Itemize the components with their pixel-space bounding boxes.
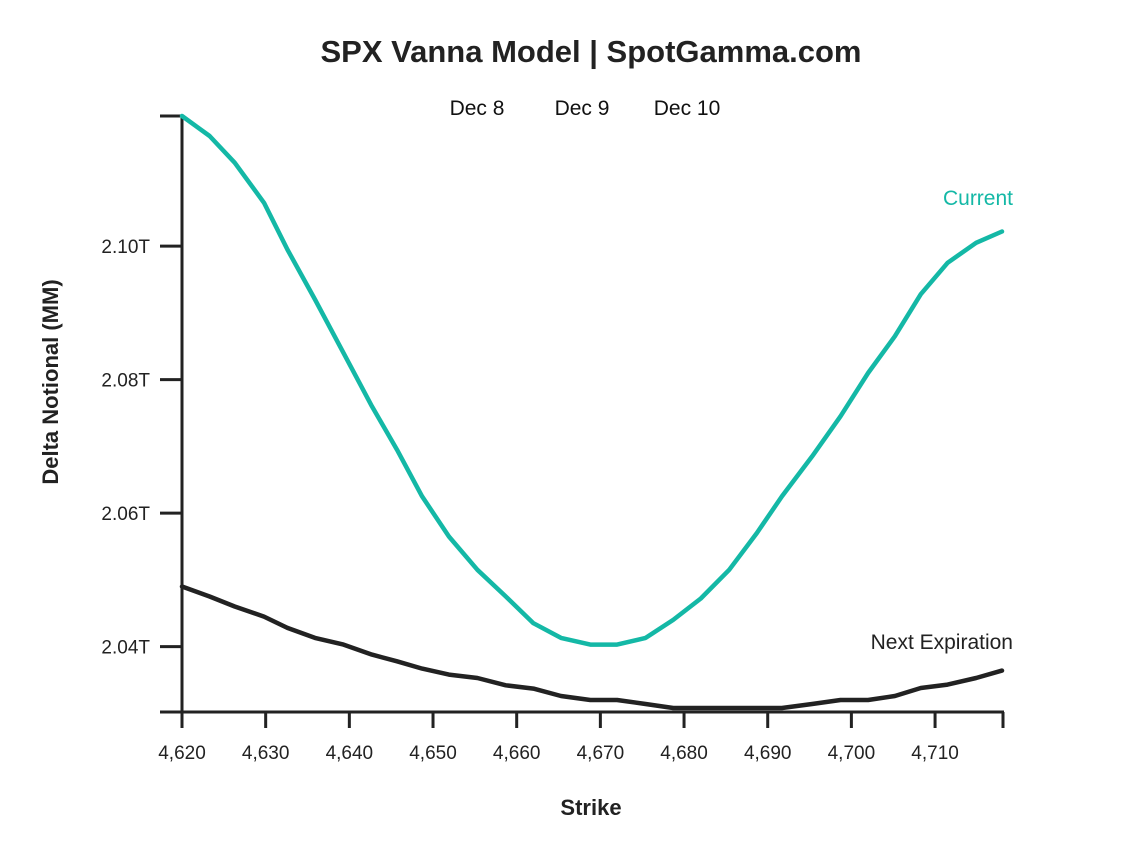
x-axis-title: Strike — [560, 795, 621, 820]
y-tick-label: 2.08T — [101, 371, 150, 392]
series-label-current: Current — [943, 187, 1013, 210]
series-label-next-expiration: Next Expiration — [871, 631, 1013, 654]
series-layer: Current Next Expiration — [179, 113, 1013, 711]
x-tick-label: 4,700 — [828, 743, 876, 764]
x-tick-label: 4,640 — [326, 743, 374, 764]
x-tick-label: 4,630 — [242, 743, 290, 764]
y-axis-ticks: 2.04T 2.06T 2.08T 2.10T — [101, 114, 182, 659]
x-tick-label: 4,690 — [744, 743, 792, 764]
x-tick-label: 4,710 — [911, 743, 959, 764]
x-tick-label: 4,660 — [493, 743, 541, 764]
y-tick-label: 2.10T — [101, 237, 150, 258]
date-selector: Dec 8 Dec 9 Dec 10 — [450, 97, 721, 120]
x-tick-label: 4,650 — [409, 743, 457, 764]
x-tick-label: 4,680 — [660, 743, 708, 764]
x-axis-ticks: 4,620 4,630 4,640 4,650 4,660 4,670 4,680 4,690… — [158, 712, 1005, 764]
series-line-current — [179, 113, 1005, 647]
y-tick-label: 2.04T — [101, 638, 150, 659]
y-axis-title: Delta Notional (MM) — [38, 279, 63, 484]
series-line-next-expiration — [179, 584, 1005, 711]
x-tick-label: 4,620 — [158, 743, 206, 764]
date-option-dec-10[interactable]: Dec 10 — [654, 97, 721, 120]
y-tick-label: 2.06T — [101, 504, 150, 525]
date-option-dec-8[interactable]: Dec 8 — [450, 97, 505, 120]
plot-area: 2.04T 2.06T 2.08T 2.10T 4,620 4,630 4,640 4,65… — [101, 113, 1013, 764]
chart-title: SPX Vanna Model | SpotGamma.com — [321, 34, 862, 69]
x-tick-label: 4,670 — [577, 743, 625, 764]
date-option-dec-9[interactable]: Dec 9 — [555, 97, 610, 120]
